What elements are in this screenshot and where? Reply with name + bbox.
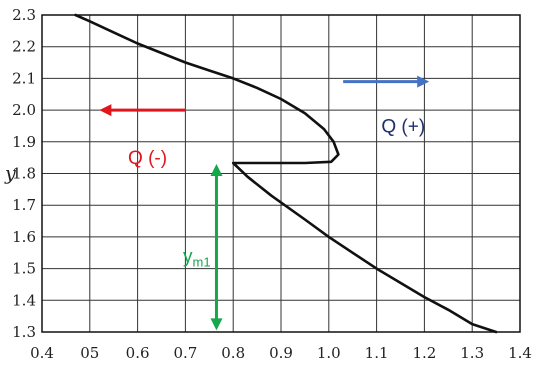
x-tick-label: 1.4 — [508, 344, 532, 362]
arrow-right-head — [417, 75, 430, 88]
annotation-q-plus: Q (+) — [381, 116, 425, 137]
y-tick-label: 2.0 — [12, 101, 36, 119]
chart-grid — [42, 15, 520, 332]
x-tick-label: 1.0 — [317, 344, 341, 362]
x-tick-label: 0.9 — [269, 344, 293, 362]
y-tick-label: 1.5 — [12, 260, 36, 278]
x-tick-label: 1.2 — [412, 344, 436, 362]
y-tick-label: 1.8 — [12, 165, 36, 183]
y-axis-ticks: 1.3 1.4 1.5 1.6 1.7 1.8 1.9 2.0 2.1 2.2 2.3 — [12, 6, 36, 341]
y-tick-label: 2.1 — [12, 69, 36, 87]
y-tick-label: 1.4 — [12, 291, 36, 309]
plot-frame — [41, 14, 521, 333]
x-tick-label: 0.8 — [221, 344, 245, 362]
x-tick-label: 1.1 — [365, 344, 389, 362]
arrow-ym1-head — [210, 318, 223, 331]
annotation-arrows — [99, 75, 430, 331]
x-axis-ticks: 0.4 05 0.6 0.7 0.8 0.9 1.0 1.1 1.2 1.3 1.4 — [30, 344, 532, 362]
x-tick-label: 0.4 — [30, 344, 54, 362]
y-tick-label: 1.7 — [12, 196, 36, 214]
y-tick-label: 1.6 — [12, 228, 36, 246]
y-axis-label: y — [4, 163, 16, 185]
annotation-q-minus: Q (-) — [128, 148, 167, 169]
y-tick-label: 2.3 — [12, 6, 36, 24]
x-tick-label: 0.7 — [173, 344, 197, 362]
annotations: Q (+) Q (-) ym1 — [128, 116, 425, 269]
y-tick-label: 2.2 — [12, 38, 36, 56]
y-tick-label: 1.3 — [12, 323, 36, 341]
annotation-ym1: ym1 — [183, 246, 211, 269]
x-tick-label: 05 — [80, 344, 99, 362]
series-line — [74, 13, 498, 334]
y-tick-label: 1.9 — [12, 133, 36, 151]
arrow-ym1-head-start — [210, 163, 223, 176]
x-tick-label: 0.6 — [126, 344, 150, 362]
x-tick-label: 1.3 — [460, 344, 484, 362]
arrow-left-head — [99, 104, 112, 117]
